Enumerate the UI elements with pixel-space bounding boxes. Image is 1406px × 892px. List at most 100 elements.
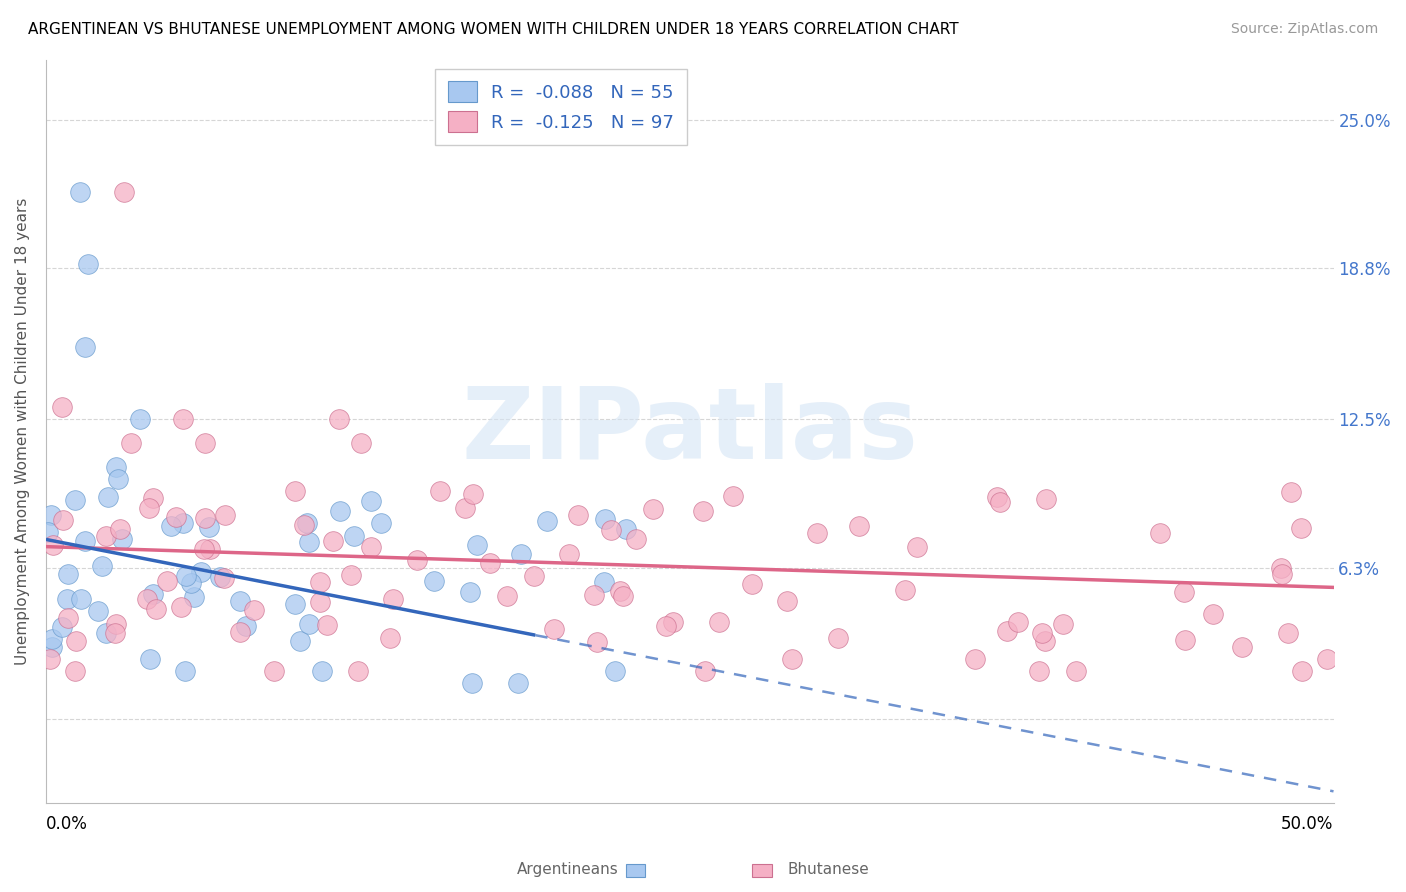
Point	[378, 632, 401, 646]
Point	[609, 584, 631, 599]
Point	[297, 535, 319, 549]
Y-axis label: Unemployment Among Women with Children Under 18 years: Unemployment Among Women with Children U…	[15, 198, 30, 665]
Point	[1173, 584, 1195, 599]
Point	[104, 617, 127, 632]
Point	[360, 540, 382, 554]
Point	[479, 556, 502, 570]
Point	[120, 436, 142, 450]
Point	[135, 592, 157, 607]
Point	[190, 565, 212, 579]
Point	[567, 508, 589, 523]
Point	[1066, 665, 1088, 679]
Point	[1277, 626, 1299, 640]
Point	[37, 524, 59, 539]
Point	[69, 185, 91, 199]
Point	[707, 615, 730, 629]
Point	[94, 529, 117, 543]
Point	[298, 617, 321, 632]
Point	[73, 533, 96, 548]
Point	[176, 568, 198, 582]
Point	[995, 624, 1018, 638]
Point	[70, 592, 93, 607]
Point	[655, 619, 678, 633]
Point	[536, 514, 558, 528]
Point	[292, 517, 315, 532]
Point	[193, 542, 215, 557]
Point	[112, 185, 135, 199]
Point	[200, 542, 222, 557]
Point	[723, 489, 745, 503]
Point	[586, 635, 609, 649]
Point	[214, 508, 236, 523]
Point	[56, 611, 79, 625]
Point	[328, 412, 350, 426]
Point	[510, 547, 533, 561]
Point	[42, 538, 65, 552]
Text: 50.0%: 50.0%	[1281, 815, 1333, 833]
Point	[780, 652, 803, 666]
Text: 0.0%: 0.0%	[46, 815, 87, 833]
Point	[1291, 665, 1313, 679]
Point	[55, 592, 77, 607]
Point	[229, 593, 252, 607]
Point	[1033, 633, 1056, 648]
Point	[309, 574, 332, 589]
Point	[103, 626, 125, 640]
Point	[105, 460, 128, 475]
Point	[284, 484, 307, 499]
Point	[1279, 484, 1302, 499]
Point	[172, 516, 194, 531]
Point	[990, 495, 1012, 509]
Text: Source: ZipAtlas.com: Source: ZipAtlas.com	[1230, 22, 1378, 37]
Point	[52, 513, 75, 527]
Point	[662, 615, 685, 630]
Point	[73, 341, 96, 355]
Point	[1052, 617, 1074, 632]
Point	[208, 570, 231, 584]
Point	[51, 620, 73, 634]
Point	[1289, 521, 1312, 535]
Point	[695, 665, 717, 679]
Point	[110, 532, 132, 546]
Point	[429, 484, 451, 499]
Point	[893, 582, 915, 597]
Point	[295, 516, 318, 530]
Point	[145, 602, 167, 616]
Point	[593, 512, 616, 526]
Point	[322, 533, 344, 548]
Point	[97, 490, 120, 504]
Point	[1035, 492, 1057, 507]
Point	[65, 493, 87, 508]
Point	[76, 256, 98, 270]
Point	[160, 519, 183, 533]
Point	[243, 602, 266, 616]
Point	[506, 676, 529, 690]
Point	[848, 519, 870, 533]
Point	[138, 500, 160, 515]
Point	[382, 591, 405, 606]
Point	[39, 508, 62, 522]
Point	[806, 526, 828, 541]
Point	[63, 665, 86, 679]
Point	[39, 652, 62, 666]
Point	[1202, 607, 1225, 621]
Point	[741, 577, 763, 591]
Point	[194, 436, 217, 450]
Point	[311, 665, 333, 679]
Point	[963, 652, 986, 666]
Point	[58, 566, 80, 581]
Point	[87, 604, 110, 618]
Point	[603, 665, 626, 679]
Point	[138, 652, 160, 666]
Point	[905, 540, 928, 554]
Point	[229, 624, 252, 639]
Point	[986, 491, 1008, 505]
Point	[543, 623, 565, 637]
Point	[90, 558, 112, 573]
Point	[370, 516, 392, 530]
Point	[350, 436, 373, 450]
Point	[614, 522, 637, 536]
Point	[346, 665, 368, 679]
Point	[65, 634, 87, 648]
Point	[51, 401, 73, 415]
